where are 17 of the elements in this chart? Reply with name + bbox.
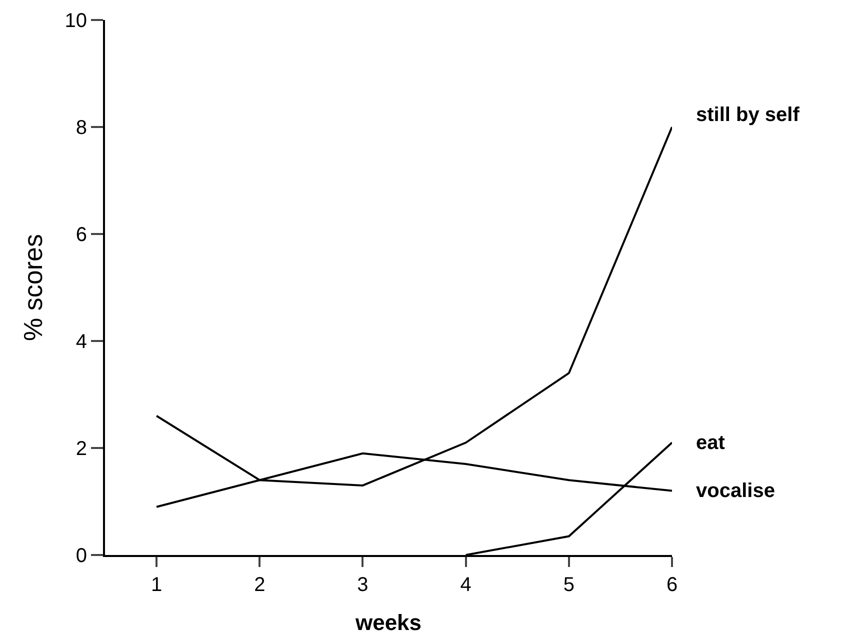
x-tick-label: 2 — [254, 574, 266, 596]
x-axis-title: weeks — [354, 610, 422, 635]
x-tick-label: 3 — [357, 574, 368, 596]
y-tick-label: 8 — [76, 117, 87, 139]
x-tick-label: 1 — [150, 574, 162, 596]
x-tick-label: 4 — [460, 574, 472, 596]
y-axis-title: % scores — [18, 234, 48, 341]
y-tick-label: 6 — [76, 224, 87, 246]
x-tick-label: 6 — [666, 574, 678, 596]
y-tick-label: 10 — [64, 10, 87, 32]
x-tick-label: 5 — [563, 574, 574, 596]
y-tick-label: 0 — [76, 545, 87, 567]
series-label: eat — [696, 432, 726, 454]
series-label: still by self — [696, 104, 800, 126]
y-tick-label: 4 — [76, 331, 87, 353]
series-label: vocalise — [696, 480, 775, 502]
y-tick-label: 2 — [76, 438, 87, 460]
